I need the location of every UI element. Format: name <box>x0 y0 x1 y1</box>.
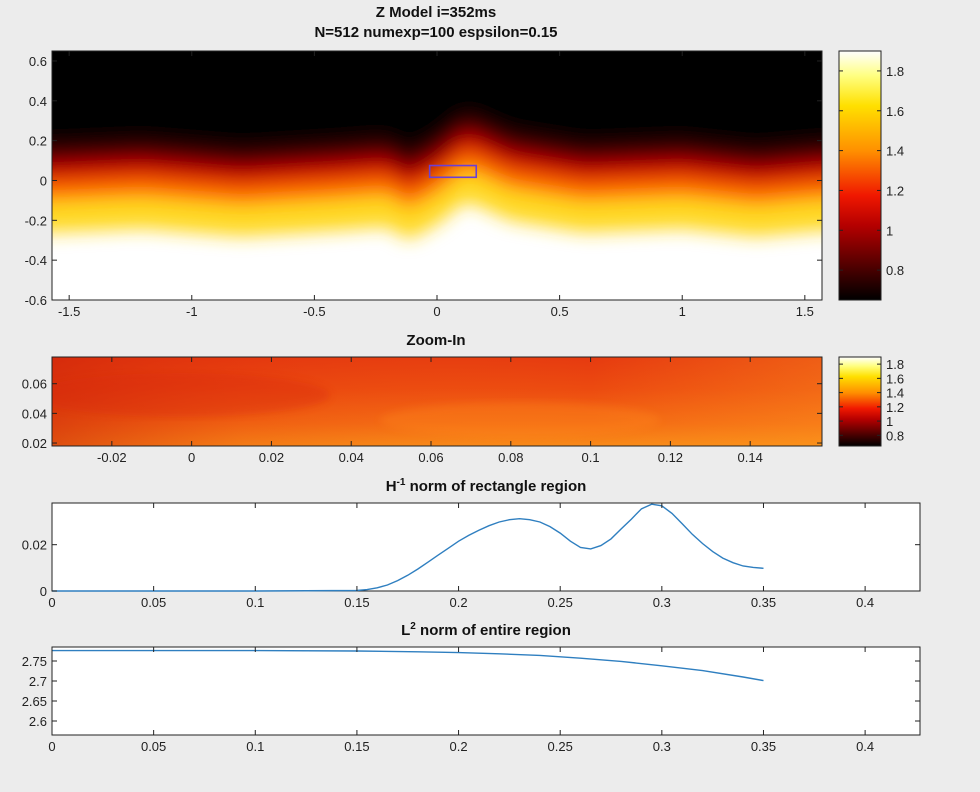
zoom-title: Zoom-In <box>406 332 465 349</box>
figure-title-line1: Z Model i=352ms <box>376 4 496 21</box>
l2norm-xtick-label: 0 <box>48 739 55 754</box>
zoom-xtick-label: 0.08 <box>498 450 523 465</box>
main-heatmap-axes: -1.5 -1 -0.5 0 0.5 1 1.5 -0.6 -0.4 -0.2 0 0.2 0.4 0.6 <box>25 51 822 319</box>
hnorm-xtick-label: 0 <box>48 595 55 610</box>
hnorm-xtick-label: 0.1 <box>246 595 264 610</box>
main-ytick-label: 0.4 <box>29 94 47 109</box>
l2norm-ytick-label: 2.75 <box>22 654 47 669</box>
l2norm-xtick-label: 0.4 <box>856 739 874 754</box>
zoom-colorbar-ticks: 0.811.21.41.61.8 <box>839 357 904 443</box>
main-ytick-label: 0.2 <box>29 134 47 149</box>
main-colorbar-tick-label: 1 <box>886 223 893 238</box>
main-colorbar-tick-label: 1.2 <box>886 183 904 198</box>
main-xtick-label: -0.5 <box>303 304 325 319</box>
main-xtick-label: 0.5 <box>551 304 569 319</box>
zoom-xtick-label: 0.04 <box>339 450 364 465</box>
main-colorbar-tick-label: 0.8 <box>886 263 904 278</box>
zoom-rectangle <box>428 164 478 179</box>
panel-zoom-heatmap: -0.02 0 0.02 0.04 0.06 0.08 0.1 0.12 0.14 0.02 0.0… <box>22 356 823 465</box>
panel-l2norm-chart: 0 0.05 0.1 0.15 0.2 0.25 0.3 0.35 0.4 2.6 2.65 2.7 2… <box>22 646 921 754</box>
zoom-colorbar-gradient <box>838 356 882 447</box>
zoom-colorbar-tick-label: 1.2 <box>886 400 904 415</box>
heatmap-dark-band <box>52 108 822 170</box>
hnorm-xtick-label: 0.05 <box>141 595 166 610</box>
l2norm-ytick-label: 2.7 <box>29 674 47 689</box>
hnorm-title-rest: norm of rectangle region <box>405 478 586 495</box>
hnorm-xtick-label: 0.4 <box>856 595 874 610</box>
main-xtick-label: -1 <box>186 304 198 319</box>
zoom-heatmap-axes: -0.02 0 0.02 0.04 0.06 0.08 0.1 0.12 0.14 0.02 0.0… <box>22 357 822 465</box>
hnorm-xtick-label: 0.15 <box>344 595 369 610</box>
hnorm-xtick-label: 0.3 <box>653 595 671 610</box>
zoom-colorbar: 0.811.21.41.61.8 <box>838 356 904 447</box>
hnorm-series-line <box>52 503 764 592</box>
main-ytick-label: 0.6 <box>29 54 47 69</box>
main-colorbar-tick-label: 1.4 <box>886 144 904 159</box>
zoom-colorbar-tick-label: 1.8 <box>886 357 904 372</box>
main-xtick-label: 0 <box>433 304 440 319</box>
main-colorbar-ticks: 0.8 1 1.2 1.4 1.6 1.8 <box>839 64 904 278</box>
zoom-ytick-label: 0.04 <box>22 406 47 421</box>
main-xtick-label: 1 <box>679 304 686 319</box>
hnorm-title: H-1 norm of rectangle region <box>386 477 587 495</box>
zoom-xtick-label: 0.1 <box>582 450 600 465</box>
l2norm-title-rest: norm of entire region <box>416 622 571 639</box>
panel-main-heatmap: -1.5 -1 -0.5 0 0.5 1 1.5 -0.6 -0.4 -0.2 0 0.2 0.4 0.6 <box>25 50 823 319</box>
main-ytick-label: -0.6 <box>25 293 47 308</box>
main-colorbar: 0.8 1 1.2 1.4 1.6 1.8 <box>838 50 904 301</box>
zoom-ytick-label: 0.02 <box>22 436 47 451</box>
hnorm-xtick-label: 0.2 <box>450 595 468 610</box>
main-xtick-label: -1.5 <box>58 304 80 319</box>
l2norm-xtick-label: 0.3 <box>653 739 671 754</box>
l2norm-series-line <box>52 649 764 682</box>
hnorm-axes: 0 0.05 0.1 0.15 0.2 0.25 0.3 0.35 0.4 0 0.02 <box>22 503 920 610</box>
main-ytick-label: -0.2 <box>25 213 47 228</box>
zoom-colorbar-tick-label: 1.4 <box>886 386 904 401</box>
zoom-xtick-label: 0 <box>188 450 195 465</box>
main-heatmap-image <box>52 51 822 300</box>
l2norm-ytick-label: 2.6 <box>29 714 47 729</box>
zoom-xtick-label: 0.02 <box>259 450 284 465</box>
main-colorbar-tick-label: 1.8 <box>886 64 904 79</box>
l2norm-xtick-label: 0.2 <box>450 739 468 754</box>
l2norm-xtick-label: 0.25 <box>548 739 573 754</box>
zoom-xtick-label: -0.02 <box>97 450 127 465</box>
main-colorbar-tick-label: 1.6 <box>886 104 904 119</box>
l2norm-xtick-label: 0.05 <box>141 739 166 754</box>
hnorm-title-sup: -1 <box>397 477 406 488</box>
l2norm-axes: 0 0.05 0.1 0.15 0.2 0.25 0.3 0.35 0.4 2.6 2.65 2.7 2… <box>22 647 920 754</box>
l2norm-xtick-label: 0.15 <box>344 739 369 754</box>
main-colorbar-gradient <box>838 50 882 301</box>
hnorm-title-main: H <box>386 478 397 495</box>
main-ytick-label: 0 <box>40 173 47 188</box>
figure-title-line2: N=512 numexp=100 espsilon=0.15 <box>314 24 557 41</box>
l2norm-xtick-label: 0.35 <box>751 739 776 754</box>
main-ytick-label: -0.4 <box>25 253 47 268</box>
l2norm-plot-area <box>51 646 921 736</box>
l2norm-ytick-label: 2.65 <box>22 694 47 709</box>
hnorm-xtick-label: 0.35 <box>751 595 776 610</box>
hnorm-ytick-label: 0.02 <box>22 538 47 553</box>
zoom-colorbar-tick-label: 1 <box>886 414 893 429</box>
l2norm-xtick-label: 0.1 <box>246 739 264 754</box>
main-xtick-label: 1.5 <box>796 304 814 319</box>
l2norm-title-sup: 2 <box>410 621 416 632</box>
zoom-ytick-label: 0.06 <box>22 377 47 392</box>
l2norm-title-main: L <box>401 622 410 639</box>
zoom-heatmap-frame <box>51 356 823 447</box>
zoom-heatmap-image <box>52 357 822 446</box>
zoom-colorbar-tick-label: 1.6 <box>886 371 904 386</box>
heatmap-black-region <box>52 51 822 152</box>
panel-hnorm-chart: 0 0.05 0.1 0.15 0.2 0.25 0.3 0.35 0.4 0 0.02 <box>22 502 921 610</box>
zoom-xtick-label: 0.12 <box>658 450 683 465</box>
l2norm-title: L2 norm of entire region <box>401 621 571 639</box>
zoom-xtick-label: 0.06 <box>418 450 443 465</box>
hnorm-ytick-label: 0 <box>40 584 47 599</box>
zoom-xtick-label: 0.14 <box>738 450 763 465</box>
hnorm-plot-area <box>51 502 921 592</box>
hnorm-xtick-label: 0.25 <box>548 595 573 610</box>
zoom-colorbar-tick-label: 0.8 <box>886 428 904 443</box>
